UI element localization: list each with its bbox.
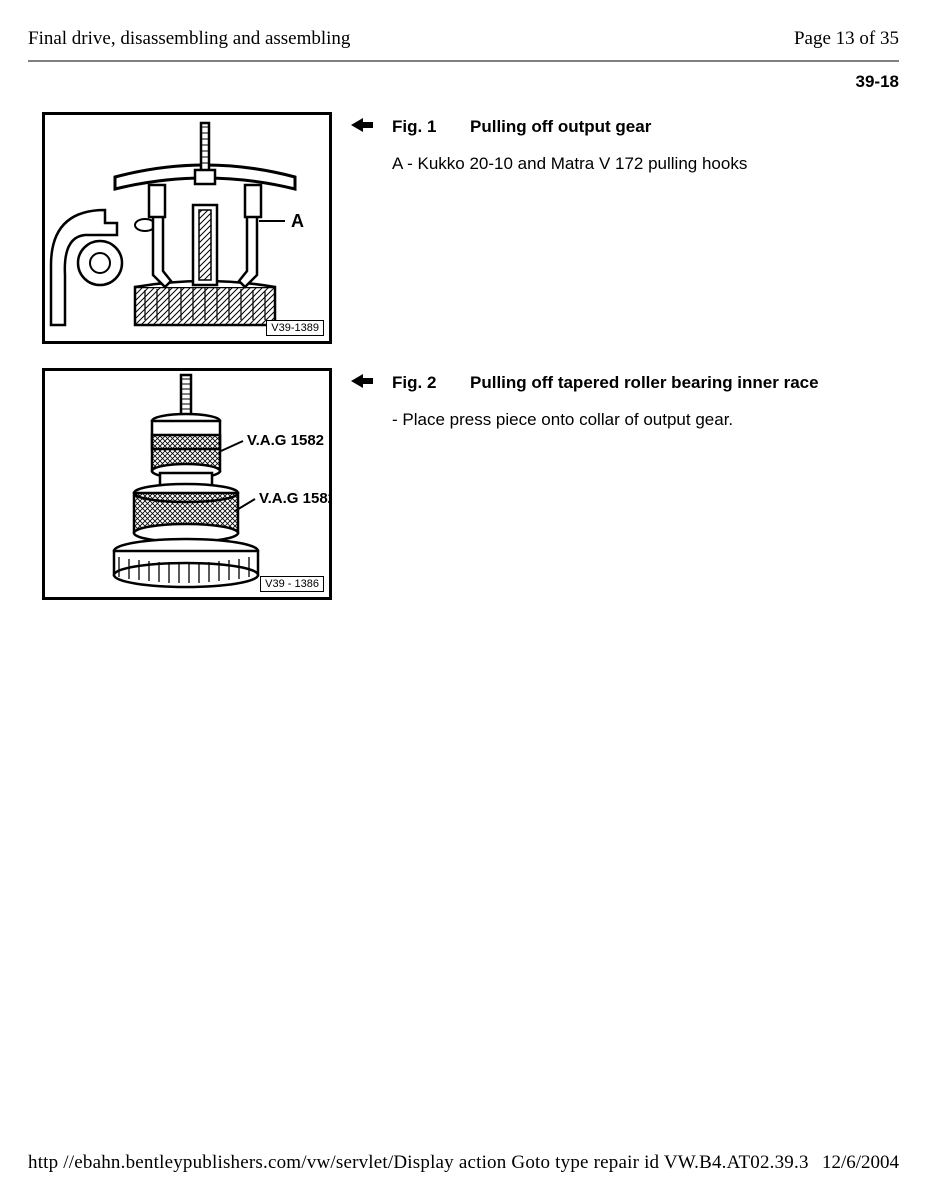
- footer-url: http //ebahn.bentleypublishers.com/vw/se…: [28, 1152, 809, 1174]
- figure-2-label: Fig. 2: [392, 372, 470, 395]
- figure-2-row: V.A.G 1582 V.A.G 1582/4 V39 - 1386 Fig. …: [42, 368, 899, 600]
- figure-2-image: V.A.G 1582 V.A.G 1582/4 V39 - 1386: [42, 368, 332, 600]
- figure-1-title: Pulling off output gear: [470, 116, 899, 139]
- figure-1-image: A V39-1389: [42, 112, 332, 344]
- arrow-left-icon: [351, 118, 373, 132]
- svg-text:V.A.G 1582: V.A.G 1582: [247, 432, 324, 449]
- figure-1-label: Fig. 1: [392, 116, 470, 139]
- page-footer: http //ebahn.bentleypublishers.com/vw/se…: [28, 1152, 899, 1174]
- header-title: Final drive, disassembling and assemblin…: [28, 28, 350, 50]
- figure-1-text: Fig. 1 Pulling off output gear A - Kukko…: [392, 112, 899, 184]
- figure-2-text: Fig. 2 Pulling off tapered roller bearin…: [392, 368, 899, 440]
- arrow-left-icon: [351, 374, 373, 388]
- content-area: A V39-1389 Fig. 1 Pulling off output gea…: [0, 92, 927, 600]
- section-number: 39-18: [0, 62, 927, 92]
- figure-2-bullet: - Place press piece onto collar of outpu…: [392, 409, 899, 432]
- figure-1-arrow: [332, 112, 392, 137]
- svg-text:A: A: [291, 211, 304, 231]
- figure-1-body: A - Kukko 20-10 and Matra V 172 pulling …: [392, 153, 899, 176]
- svg-text:V.A.G 1582/4: V.A.G 1582/4: [259, 490, 329, 507]
- figure-1-drawing: A: [45, 115, 329, 341]
- figure-2-arrow: [332, 368, 392, 393]
- figure-2-title: Pulling off tapered roller bearing inner…: [470, 372, 899, 395]
- header-page-indicator: Page 13 of 35: [794, 28, 899, 50]
- figure-2-code: V39 - 1386: [260, 576, 324, 592]
- figure-1-code: V39-1389: [266, 320, 324, 336]
- figure-1-row: A V39-1389 Fig. 1 Pulling off output gea…: [42, 112, 899, 344]
- page-header: Final drive, disassembling and assemblin…: [0, 0, 927, 60]
- footer-date: 12/6/2004: [822, 1152, 899, 1174]
- figure-2-drawing: V.A.G 1582 V.A.G 1582/4: [45, 371, 329, 597]
